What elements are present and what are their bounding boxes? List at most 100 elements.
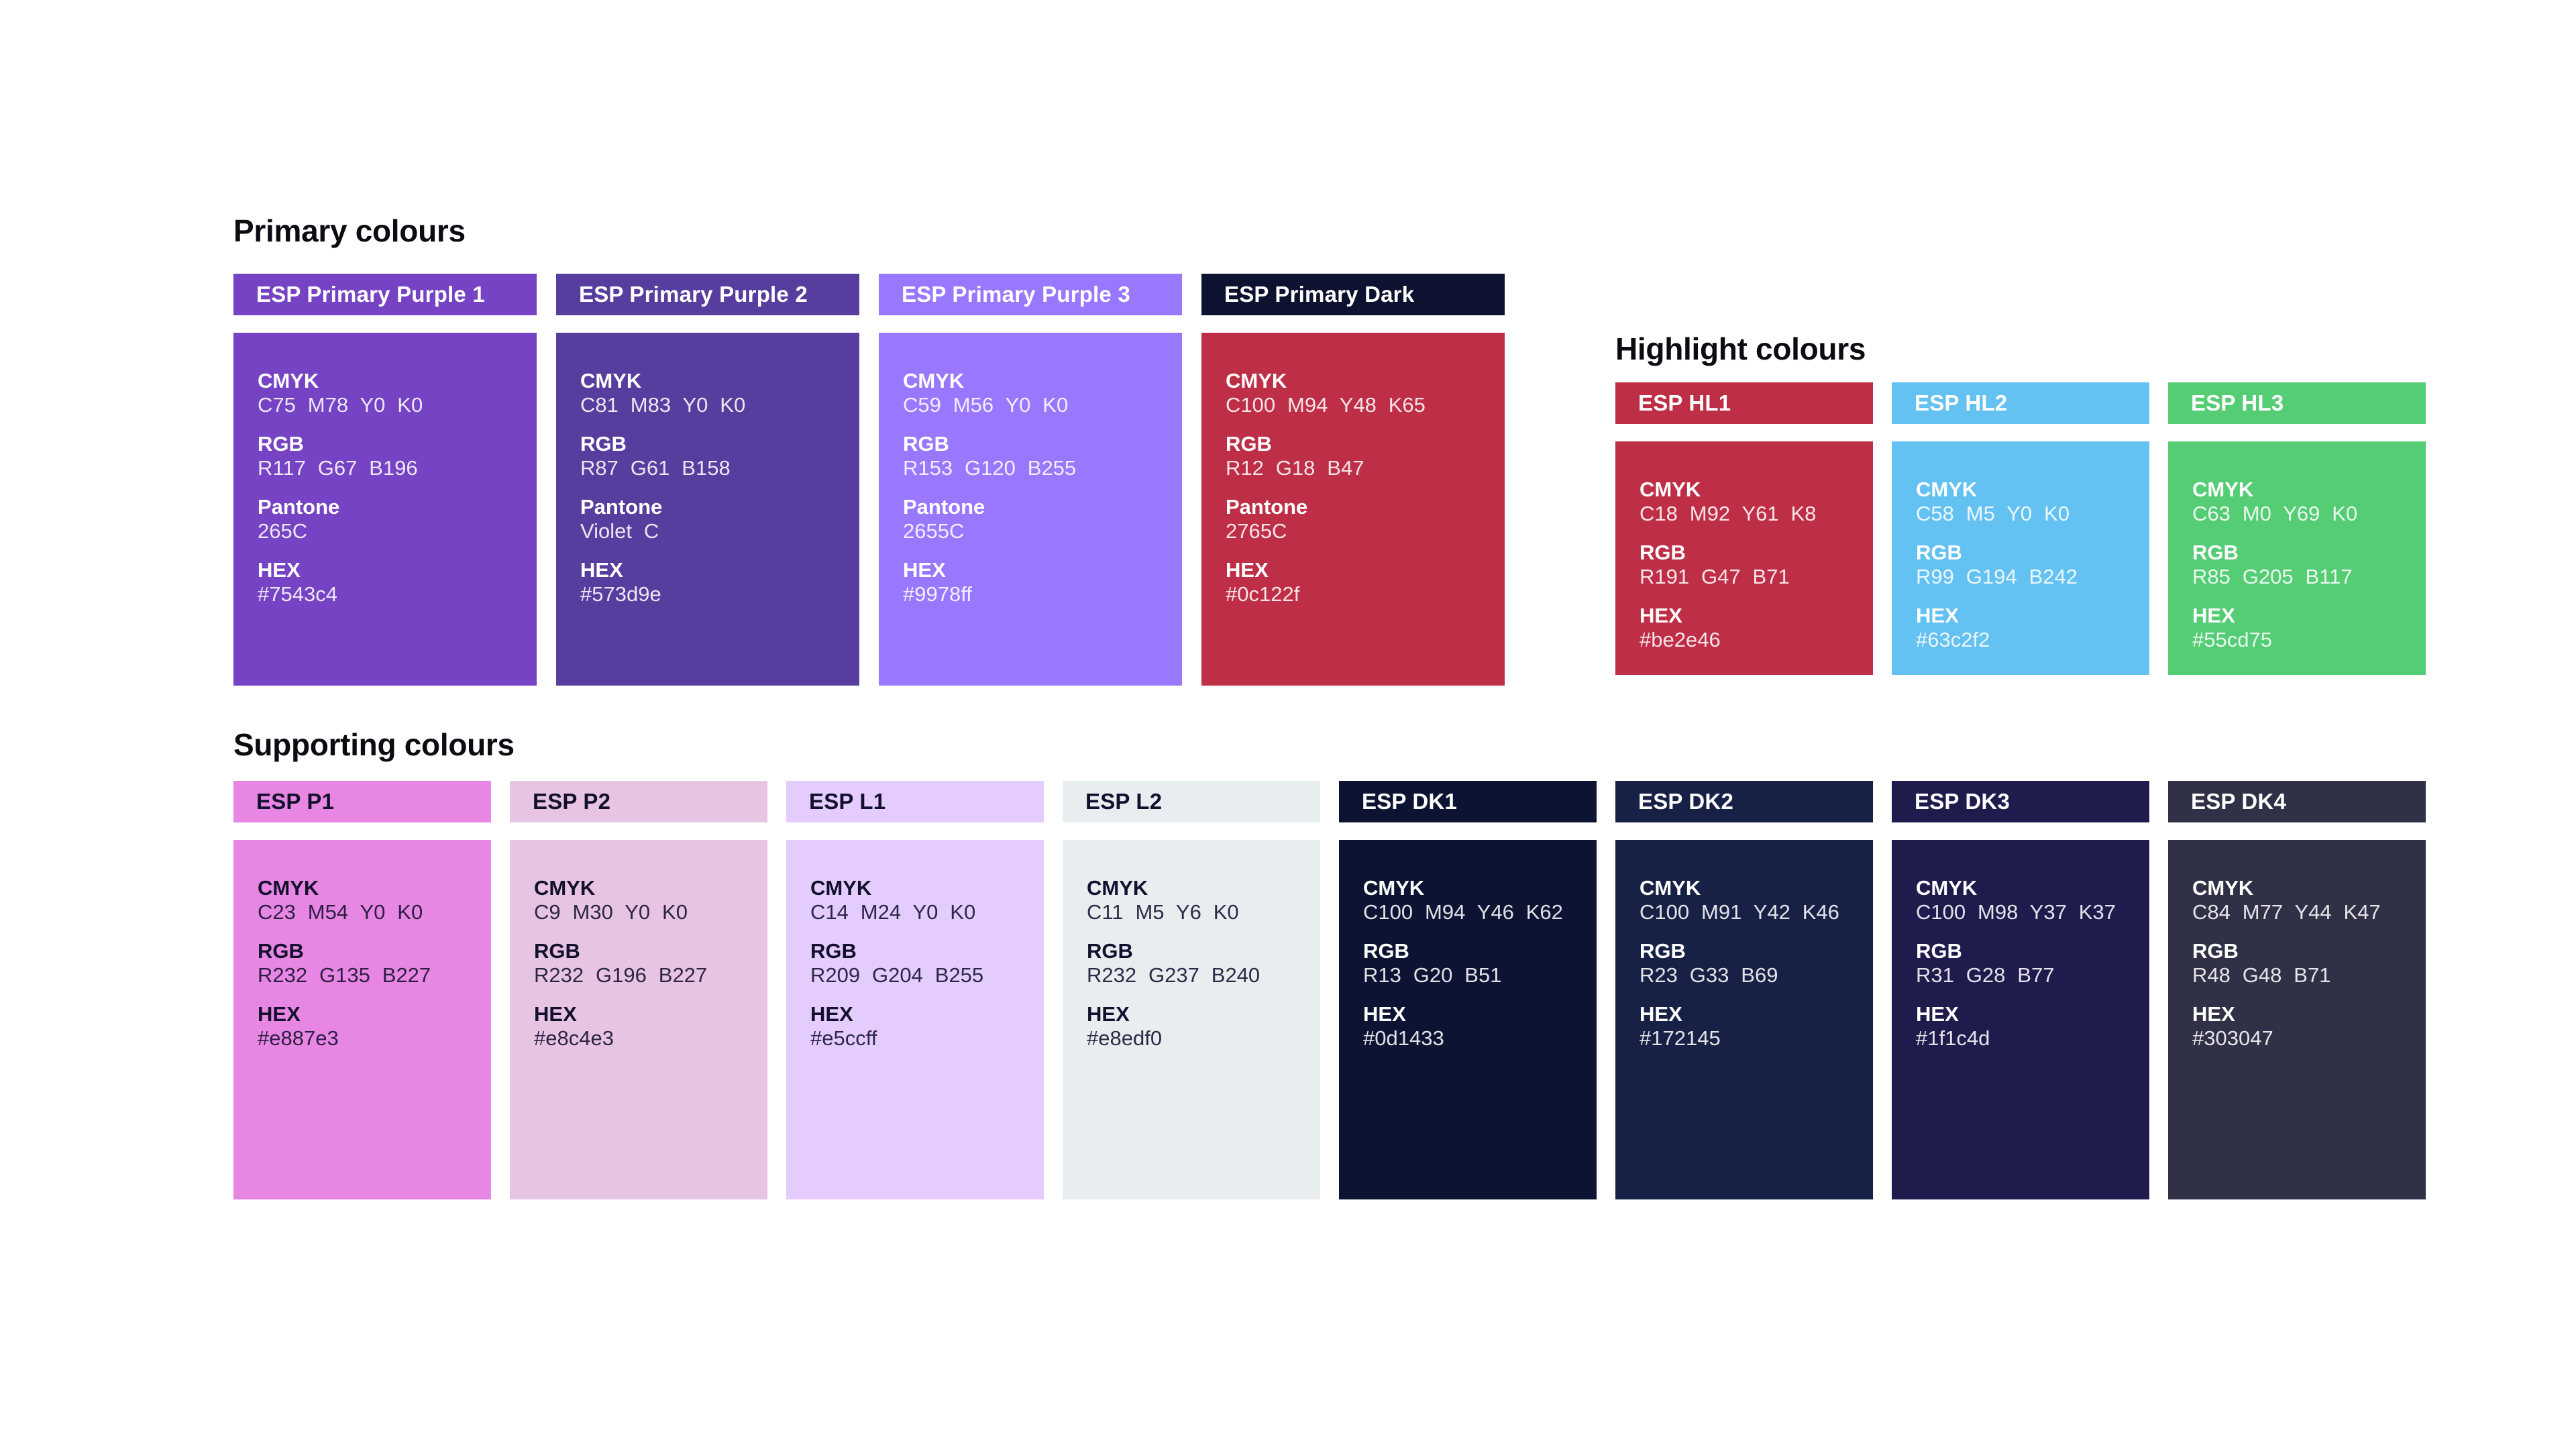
field-hex: HEX #0c122f [1226,558,1490,606]
field-value: C11 M5 Y6 K0 [1087,900,1239,924]
field-value: R191 G47 B71 [1640,565,1790,588]
field-value: R48 G48 B71 [2192,963,2331,987]
field-label: RGB [258,939,304,963]
field-cmyk: CMYK C100 M94 Y48 K65 [1226,369,1490,417]
field-label: RGB [2192,939,2239,963]
field-value: #7543c4 [258,582,337,606]
field-hex: HEX #573d9e [580,558,845,606]
field-value: #172145 [1640,1026,1721,1050]
field-value: C84 M77 Y44 K47 [2192,900,2381,924]
field-value: R87 G61 B158 [580,456,731,480]
swatch-card: CMYK C75 M78 Y0 K0 RGB R117 G67 B196 Pantone… [233,333,537,686]
field-label: RGB [810,939,857,963]
field-cmyk: CMYK C63 M0 Y69 K0 [2192,478,2411,526]
field-pantone: Pantone 265C [258,495,522,543]
swatch-esp-p1: ESP P1 CMYK C23 M54 Y0 K0 RGB R232 G135 B227… [233,781,491,1199]
swatch-card: CMYK C100 M94 Y46 K62 RGB R13 G20 B51 HEX #0d… [1339,840,1597,1199]
section-supporting-colours: Supporting colours ESP P1 CMYK C23 M54 Y0 … [233,726,2426,1199]
field-pantone: Pantone 2655C [903,495,1167,543]
field-value: C59 M56 Y0 K0 [903,393,1069,417]
swatch-card: CMYK C63 M0 Y69 K0 RGB R85 G205 B117 HEX #55c… [2168,441,2426,675]
field-hex: HEX #63c2f2 [1916,604,2135,652]
field-label: CMYK [2192,876,2254,900]
field-label: CMYK [1916,876,1978,900]
field-pantone: Pantone 2765C [1226,495,1490,543]
swatch-card: CMYK C100 M91 Y42 K46 RGB R23 G33 B69 HEX #17… [1615,840,1873,1199]
field-value: #e887e3 [258,1026,339,1050]
field-label: HEX [1916,604,1959,627]
field-value: #0c122f [1226,582,1300,606]
field-cmyk: CMYK C9 M30 Y0 K0 [534,876,753,924]
swatch-card: CMYK C11 M5 Y6 K0 RGB R232 G237 B240 HEX #e8e… [1063,840,1320,1199]
field-value: C100 M94 Y46 K62 [1363,900,1563,924]
swatch-card: CMYK C100 M94 Y48 K65 RGB R12 G18 B47 Panton… [1201,333,1505,686]
swatch-name: ESP Primary Purple 2 [556,274,859,315]
field-label: CMYK [534,876,596,900]
swatch-esp-dk2: ESP DK2 CMYK C100 M91 Y42 K46 RGB R23 G33 B6… [1615,781,1873,1199]
field-rgb: RGB R85 G205 B117 [2192,541,2411,589]
field-label: HEX [258,558,301,582]
field-hex: HEX #55cd75 [2192,604,2411,652]
field-value: R153 G120 B255 [903,456,1077,480]
field-cmyk: CMYK C11 M5 Y6 K0 [1087,876,1305,924]
field-label: CMYK [1640,478,1701,501]
swatch-esp-primary-purple-1: ESP Primary Purple 1 CMYK C75 M78 Y0 K0 RGB… [233,274,537,686]
field-label: HEX [1087,1002,1130,1026]
field-rgb: RGB R31 G28 B77 [1916,939,2135,987]
field-label: RGB [534,939,580,963]
field-label: RGB [580,432,627,455]
field-value: R232 G135 B227 [258,963,431,987]
field-value: R232 G237 B240 [1087,963,1260,987]
swatch-name: ESP HL2 [1892,382,2149,424]
field-label: HEX [1226,558,1269,582]
field-label: RGB [1226,432,1272,455]
field-hex: HEX #172145 [1640,1002,1858,1051]
field-value: #1f1c4d [1916,1026,1990,1050]
field-cmyk: CMYK C58 M5 Y0 K0 [1916,478,2135,526]
field-label: RGB [1087,939,1133,963]
field-value: R85 G205 B117 [2192,565,2353,588]
field-rgb: RGB R13 G20 B51 [1363,939,1582,987]
field-value: 2655C [903,519,965,543]
field-label: HEX [810,1002,853,1026]
field-value: C100 M94 Y48 K65 [1226,393,1426,417]
field-label: CMYK [2192,478,2254,501]
section-primary-colours: Primary colours ESP Primary Purple 1 CMYK… [233,212,1505,686]
field-value: C23 M54 Y0 K0 [258,900,423,924]
swatch-esp-dk1: ESP DK1 CMYK C100 M94 Y46 K62 RGB R13 G20 B5… [1339,781,1597,1199]
field-hex: HEX #1f1c4d [1916,1002,2135,1051]
field-value: R31 G28 B77 [1916,963,2055,987]
field-label: HEX [534,1002,577,1026]
field-value: #e8c4e3 [534,1026,614,1050]
field-value: R209 G204 B255 [810,963,984,987]
field-value: C18 M92 Y61 K8 [1640,502,1817,525]
field-rgb: RGB R232 G196 B227 [534,939,753,987]
field-rgb: RGB R232 G135 B227 [258,939,476,987]
swatch-name: ESP HL1 [1615,382,1873,424]
field-label: HEX [1640,1002,1682,1026]
field-label: CMYK [1640,876,1701,900]
field-label: RGB [1916,541,1962,564]
field-value: #9978ff [903,582,972,606]
section-title: Supporting colours [233,727,515,762]
field-label: RGB [258,432,304,455]
swatch-esp-p2: ESP P2 CMYK C9 M30 Y0 K0 RGB R232 G196 B227 H… [510,781,767,1199]
swatch-name: ESP Primary Dark [1201,274,1505,315]
field-cmyk: CMYK C23 M54 Y0 K0 [258,876,476,924]
field-value: 2765C [1226,519,1287,543]
swatch-name: ESP P1 [233,781,491,822]
field-label: RGB [2192,541,2239,564]
field-rgb: RGB R153 G120 B255 [903,432,1167,480]
swatch-esp-dk4: ESP DK4 CMYK C84 M77 Y44 K47 RGB R48 G48 B71… [2168,781,2426,1199]
field-value: C58 M5 Y0 K0 [1916,502,2070,525]
field-value: #e5ccff [810,1026,877,1050]
field-value: Violet C [580,519,659,543]
swatch-row: ESP HL1 CMYK C18 M92 Y61 K8 RGB R191 G47 B71… [1615,382,2426,675]
field-value: #e8edf0 [1087,1026,1163,1050]
field-label: RGB [1640,541,1686,564]
swatch-row: ESP Primary Purple 1 CMYK C75 M78 Y0 K0 RGB… [233,274,1505,686]
field-cmyk: CMYK C81 M83 Y0 K0 [580,369,845,417]
swatch-esp-dk3: ESP DK3 CMYK C100 M98 Y37 K37 RGB R31 G28 B7… [1892,781,2149,1199]
field-cmyk: CMYK C59 M56 Y0 K0 [903,369,1167,417]
